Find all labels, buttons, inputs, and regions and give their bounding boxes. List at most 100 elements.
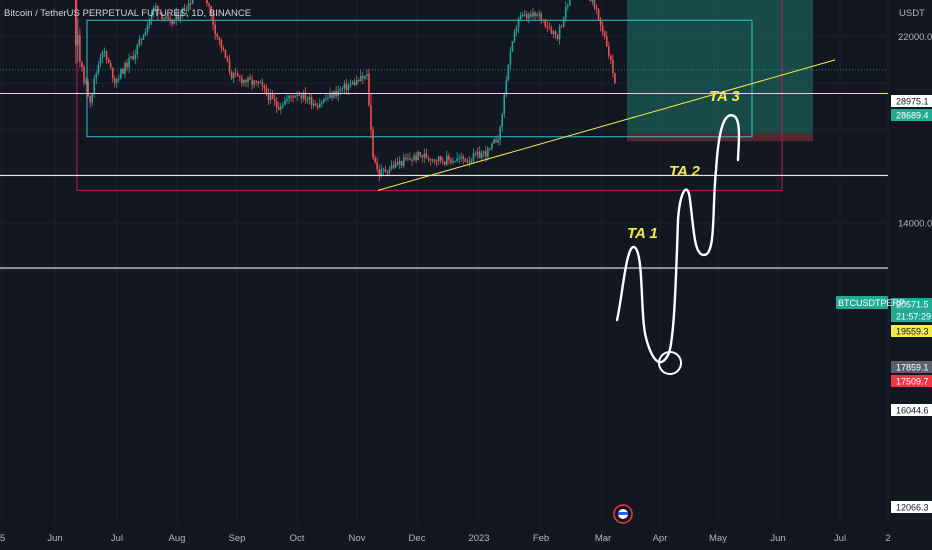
candle-body xyxy=(214,24,216,35)
candle-body xyxy=(134,54,137,60)
candle-body xyxy=(97,64,100,74)
annotation-ta-1: TA 1 xyxy=(627,225,658,242)
candle-body xyxy=(569,0,571,6)
x-tick-label: Dec xyxy=(409,533,426,544)
candle-body xyxy=(345,83,348,90)
candle-body xyxy=(441,160,444,162)
price-tag: 20571.5 xyxy=(896,299,929,309)
candle-body xyxy=(277,107,280,110)
candle-body xyxy=(526,14,528,19)
candle-body xyxy=(435,160,438,162)
candle-body xyxy=(314,103,317,106)
candle-body xyxy=(378,169,380,176)
candle-body xyxy=(113,78,116,83)
candle-body xyxy=(286,98,288,101)
candle-body xyxy=(241,77,243,84)
candle-body xyxy=(310,96,313,106)
x-tick-label: Sep xyxy=(229,533,246,544)
candle-body xyxy=(226,57,229,61)
candle-body xyxy=(79,35,81,62)
candle-body xyxy=(523,14,526,16)
candle-body xyxy=(538,13,540,15)
candle-body xyxy=(370,105,372,131)
candle-body xyxy=(513,31,516,42)
candle-body xyxy=(536,14,538,16)
candle-body xyxy=(472,153,475,161)
candle-body xyxy=(394,162,397,168)
candle-body xyxy=(423,153,426,158)
candle-body xyxy=(321,102,323,105)
candle-body xyxy=(107,59,110,64)
candle-body xyxy=(562,18,565,27)
chart-title: Bitcoin / TetherUS PERPETUAL FUTURES, 1D… xyxy=(4,8,251,19)
candle-body xyxy=(267,93,270,101)
candle-body xyxy=(390,165,393,169)
candle-body xyxy=(187,3,190,11)
outer-range-box xyxy=(76,0,783,191)
price-tag-bg xyxy=(891,298,932,310)
candle-body xyxy=(368,73,370,106)
candle-body xyxy=(474,153,477,155)
candle-body xyxy=(437,156,440,161)
candle-body xyxy=(290,95,292,97)
candle-body xyxy=(146,24,149,32)
candle-body xyxy=(515,27,518,32)
candle-body xyxy=(421,155,424,158)
candle-body xyxy=(417,152,419,160)
candle-body xyxy=(419,152,421,156)
candle-body xyxy=(212,14,214,25)
candle-body xyxy=(450,159,452,163)
candle-body xyxy=(302,92,305,99)
ascending-trendline[interactable] xyxy=(377,59,836,191)
candle-body xyxy=(347,85,350,90)
candle-body xyxy=(179,15,182,20)
candle-body xyxy=(261,82,264,86)
candle-body xyxy=(388,168,391,173)
candle-body xyxy=(312,103,315,106)
x-tick-label: Jun xyxy=(770,533,785,544)
candle-body xyxy=(392,165,395,168)
drawings[interactable]: TA 1 TA 2 TA 3 xyxy=(0,0,888,375)
economic-event-icon[interactable] xyxy=(613,504,633,524)
candle-body xyxy=(152,8,155,13)
candle-body xyxy=(530,14,532,17)
candle-body xyxy=(499,126,501,140)
candle-body xyxy=(409,158,411,160)
candle-body xyxy=(503,94,506,115)
candle-body xyxy=(567,5,569,7)
candle-body xyxy=(364,75,366,79)
symbol-tag: BTCUSDTPERP xyxy=(838,298,905,308)
candle-body xyxy=(292,96,294,98)
price-tag: 17859.1 xyxy=(896,362,929,372)
candle-body xyxy=(429,158,432,161)
price-tag-bg xyxy=(891,501,932,513)
price-tag: 12066.3 xyxy=(896,502,929,512)
candle-body xyxy=(339,89,342,91)
price-tag-bg xyxy=(891,310,932,322)
candle-body xyxy=(548,27,551,29)
bottom-circle[interactable] xyxy=(658,351,682,375)
candle-body xyxy=(132,56,134,60)
candle-body xyxy=(220,39,223,49)
projection-path[interactable] xyxy=(615,114,741,364)
candle-body xyxy=(550,28,553,34)
candle-body xyxy=(142,35,145,40)
candle-body xyxy=(93,78,96,94)
candle-body xyxy=(167,16,169,19)
candle-body xyxy=(308,96,311,100)
candle-body xyxy=(431,159,434,161)
candle-body xyxy=(122,68,124,74)
candle-body xyxy=(87,81,89,96)
candle-body xyxy=(75,0,77,46)
candle-body xyxy=(95,73,98,79)
annotation-ta-2: TA 2 xyxy=(669,163,700,180)
candle-body xyxy=(413,155,415,161)
candle-body xyxy=(91,93,93,103)
candle-body xyxy=(280,106,282,110)
candle-body xyxy=(85,81,87,83)
candle-body xyxy=(126,62,128,68)
candle-body xyxy=(466,161,469,163)
price-tag: 28689.4 xyxy=(896,110,929,120)
